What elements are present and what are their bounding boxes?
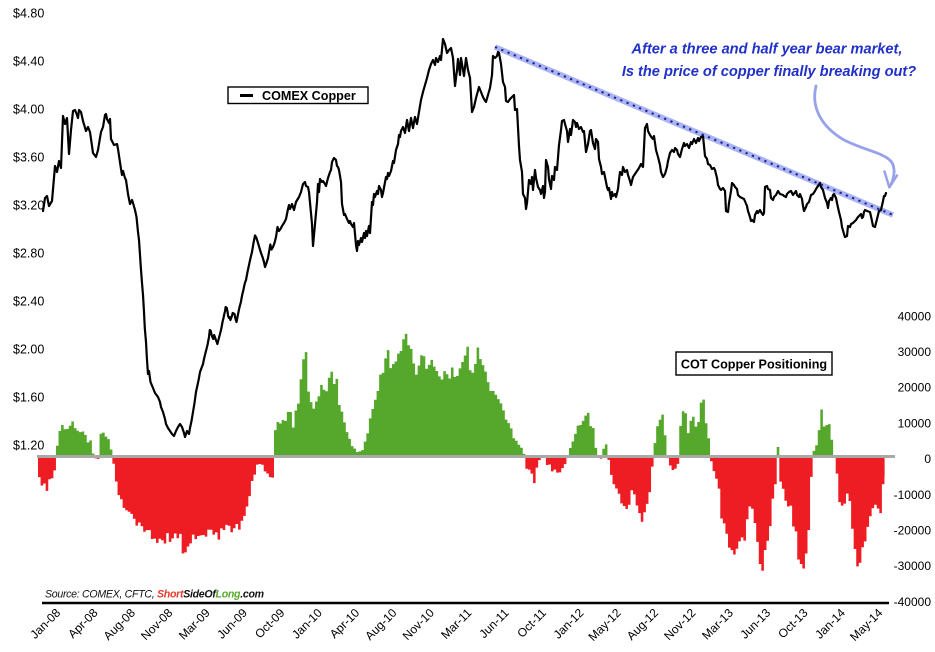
svg-text:$2.00: $2.00 <box>13 343 44 357</box>
svg-text:-30000: -30000 <box>894 559 932 573</box>
svg-text:20000: 20000 <box>898 381 932 395</box>
svg-text:$4.00: $4.00 <box>13 103 44 117</box>
svg-text:$1.60: $1.60 <box>13 391 44 405</box>
svg-text:$4.40: $4.40 <box>13 55 44 69</box>
svg-text:$2.80: $2.80 <box>13 247 44 261</box>
svg-text:-20000: -20000 <box>894 524 932 538</box>
svg-text:Source: COMEX, CFTC, ShortSide: Source: COMEX, CFTC, ShortSideOfLong.com <box>45 589 264 601</box>
svg-text:Is the price of copper finally: Is the price of copper finally breaking … <box>622 64 916 80</box>
svg-text:COMEX Copper: COMEX Copper <box>262 89 356 103</box>
svg-text:After a three and half year be: After a three and half year bear market, <box>631 42 903 58</box>
svg-text:$2.40: $2.40 <box>13 295 44 309</box>
svg-text:0: 0 <box>924 452 931 466</box>
svg-text:$3.20: $3.20 <box>13 199 44 213</box>
svg-text:COT Copper Positioning: COT Copper Positioning <box>681 358 827 372</box>
svg-text:$1.20: $1.20 <box>13 439 44 453</box>
svg-text:$3.60: $3.60 <box>13 151 44 165</box>
svg-text:$4.80: $4.80 <box>13 7 44 21</box>
svg-text:-40000: -40000 <box>894 595 932 609</box>
svg-text:30000: 30000 <box>898 345 932 359</box>
svg-text:40000: 40000 <box>898 309 932 323</box>
svg-text:-10000: -10000 <box>894 488 932 502</box>
svg-text:10000: 10000 <box>898 416 932 430</box>
